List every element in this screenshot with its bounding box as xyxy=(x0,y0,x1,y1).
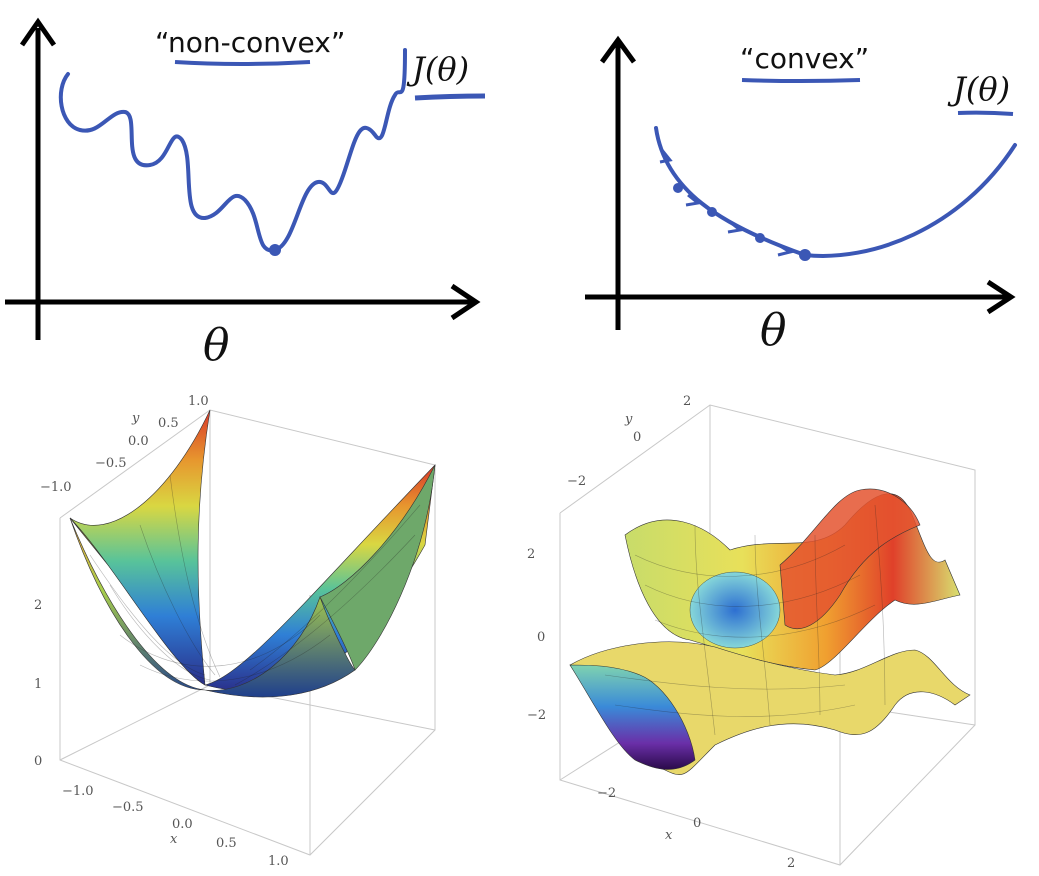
cost-label-underline xyxy=(414,93,486,101)
descent-step-dot xyxy=(707,207,717,217)
x-tick: 0 xyxy=(693,816,701,831)
theta-axis-label: θ xyxy=(760,305,787,356)
y-axis-label: y xyxy=(131,411,140,426)
z-tick: 0 xyxy=(34,754,42,769)
descent-step-dot xyxy=(755,233,765,243)
saddle-red-ridge xyxy=(779,488,921,630)
x-tick: 0.0 xyxy=(172,817,193,832)
convex-curve xyxy=(654,126,1017,258)
label-underline xyxy=(741,78,861,83)
minimum-dot xyxy=(799,249,811,261)
z-tick: 2 xyxy=(527,547,535,562)
paraboloid-left-wing xyxy=(69,409,211,686)
global-minimum-dot xyxy=(269,244,281,256)
x-tick: −2 xyxy=(597,786,616,801)
non-convex-label: “non-convex” xyxy=(155,26,345,59)
paraboloid-front xyxy=(69,517,356,698)
cost-function-label: J(θ) xyxy=(947,70,1010,108)
cost-label-underline xyxy=(957,110,1014,116)
y-axis-label: y xyxy=(624,412,633,427)
x-tick: 2 xyxy=(787,856,795,871)
y-tick: −2 xyxy=(567,474,586,489)
saddle-deep-well xyxy=(569,664,696,770)
surface-mesh xyxy=(604,504,886,736)
y-tick: −1.0 xyxy=(40,480,72,495)
non-convex-curve xyxy=(58,48,407,253)
convex-label: “convex” xyxy=(740,42,869,75)
cost-function-label: J(θ) xyxy=(406,50,469,88)
x-axis-label: x xyxy=(665,828,673,843)
y-tick: 0.5 xyxy=(158,416,179,431)
descent-step-dot xyxy=(673,183,683,193)
surface-mesh xyxy=(89,474,421,686)
theta-axis-label: θ xyxy=(203,320,230,371)
x-axis-label: x xyxy=(170,832,178,847)
x-tick: −1.0 xyxy=(62,784,94,799)
x-tick: −0.5 xyxy=(112,800,144,815)
y-tick: −0.5 xyxy=(95,456,127,471)
descent-arrows xyxy=(659,149,794,257)
x-tick: 0.5 xyxy=(216,836,237,851)
y-tick: 0 xyxy=(633,430,641,445)
non-convex-sketch: “non-convex” J(θ) θ xyxy=(0,0,500,380)
saddle-well xyxy=(689,571,781,649)
convex-surface-plot: y 1.0 0.5 0.0 −0.5 −1.0 2 1 0 −1.0 −0.5 … xyxy=(20,385,470,875)
non-convex-surface-plot: y 2 0 −2 2 0 −2 −2 x 0 2 xyxy=(515,385,1035,875)
paraboloid-right-face xyxy=(319,464,436,671)
x-tick: 1.0 xyxy=(268,854,289,869)
y-tick: 0.0 xyxy=(128,434,149,449)
y-tick: 1.0 xyxy=(188,394,209,409)
convex-sketch: “convex” J(θ) θ xyxy=(570,0,1039,380)
z-tick: 2 xyxy=(34,598,42,613)
z-tick: 1 xyxy=(34,677,42,692)
z-tick: −2 xyxy=(527,708,546,723)
y-tick: 2 xyxy=(683,394,691,409)
label-underline xyxy=(174,60,311,66)
z-tick: 0 xyxy=(537,630,545,645)
